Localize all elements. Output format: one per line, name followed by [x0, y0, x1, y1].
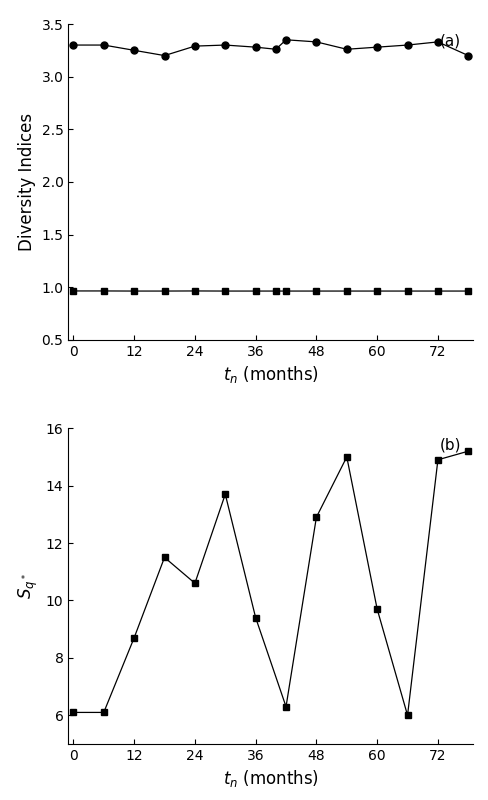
Text: (b): (b) [440, 438, 461, 453]
Y-axis label: $S_{q^*}$: $S_{q^*}$ [17, 573, 40, 599]
X-axis label: $t_n$ (months): $t_n$ (months) [223, 769, 319, 790]
Y-axis label: Diversity Indices: Diversity Indices [18, 113, 36, 251]
Text: (a): (a) [440, 34, 461, 49]
X-axis label: $t_n$ (months): $t_n$ (months) [223, 364, 319, 386]
